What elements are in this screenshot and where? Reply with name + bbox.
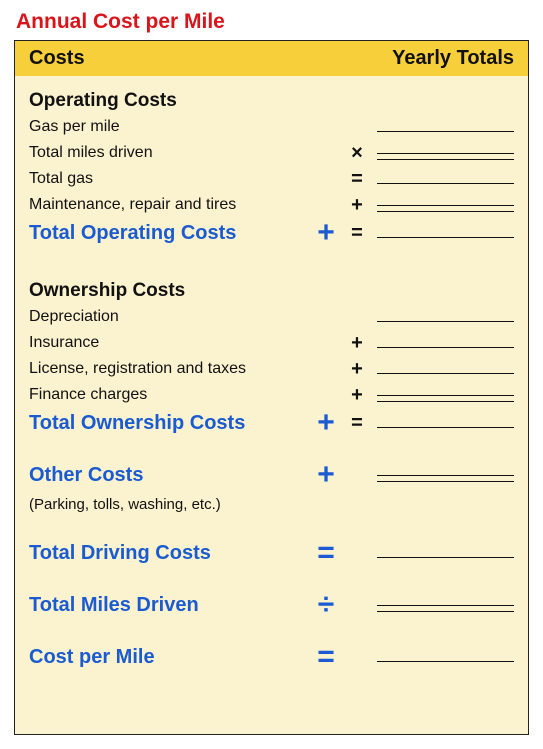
op-equals-operating: = — [343, 223, 371, 243]
row-other-note: (Parking, tolls, washing, etc.) — [29, 490, 514, 516]
worksheet-panel: Costs Yearly Totals Operating Costs Gas … — [14, 40, 529, 735]
blank-other — [371, 468, 514, 482]
blank-license — [371, 364, 514, 374]
row-total-gas: Total gas = — [29, 166, 514, 192]
table-header: Costs Yearly Totals — [15, 41, 528, 76]
row-maintenance: Maintenance, repair and tires + — [29, 192, 514, 218]
row-total-driving: Total Driving Costs = — [29, 538, 514, 568]
op-plus-ins: + — [343, 333, 371, 353]
label-total-gas: Total gas — [29, 170, 309, 188]
label-total-operating: Total Operating Costs — [29, 222, 309, 245]
row-gas-per-mile: Gas per mile — [29, 114, 514, 140]
blank-insurance — [371, 338, 514, 348]
label-depreciation: Depreciation — [29, 308, 309, 326]
label-finance: Finance charges — [29, 386, 309, 404]
label-other-note: (Parking, tolls, washing, etc.) — [29, 496, 309, 513]
op-equals-big-driving: = — [309, 538, 343, 568]
label-maintenance: Maintenance, repair and tires — [29, 196, 309, 214]
blank-total-operating — [371, 228, 514, 238]
label-license: License, registration and taxes — [29, 360, 309, 378]
blank-total-driving — [371, 548, 514, 558]
row-cost-per-mile: Cost per Mile = — [29, 642, 514, 672]
blank-total-ownership — [371, 418, 514, 428]
op-plus-maint: + — [343, 195, 371, 215]
op-plus-lic: + — [343, 359, 371, 379]
worksheet-body: Operating Costs Gas per mile Total miles… — [15, 76, 528, 682]
op-plus-big-ownership: + — [309, 408, 343, 438]
blank-gas-per-mile — [371, 122, 514, 132]
blank-total-gas — [371, 174, 514, 184]
op-plus-fin: + — [343, 385, 371, 405]
op-equals-gas: = — [343, 169, 371, 189]
row-total-operating: Total Operating Costs + = — [29, 218, 514, 248]
operating-heading: Operating Costs — [29, 90, 514, 112]
blank-maintenance — [371, 198, 514, 212]
row-depreciation: Depreciation — [29, 304, 514, 330]
row-total-miles: Total miles driven × — [29, 140, 514, 166]
op-multiply: × — [343, 143, 371, 163]
header-right: Yearly Totals — [392, 47, 514, 70]
blank-cost-per-mile — [371, 652, 514, 662]
op-plus-big-other: + — [309, 460, 343, 490]
blank-depreciation — [371, 312, 514, 322]
op-equals-big-cpm: = — [309, 642, 343, 672]
label-other: Other Costs — [29, 464, 309, 487]
row-license: License, registration and taxes + — [29, 356, 514, 382]
label-total-miles: Total miles driven — [29, 144, 309, 162]
label-total-driving: Total Driving Costs — [29, 542, 309, 565]
op-divide-big: ÷ — [309, 590, 343, 620]
blank-total-miles-driven — [371, 598, 514, 612]
row-finance: Finance charges + — [29, 382, 514, 408]
blank-finance — [371, 388, 514, 402]
label-total-ownership: Total Ownership Costs — [29, 412, 309, 435]
op-plus-big-operating: + — [309, 218, 343, 248]
row-other: Other Costs + — [29, 460, 514, 490]
ownership-heading: Ownership Costs — [29, 280, 514, 302]
page-title: Annual Cost per Mile — [16, 10, 529, 34]
label-cost-per-mile: Cost per Mile — [29, 646, 309, 669]
blank-total-miles — [371, 146, 514, 160]
label-gas-per-mile: Gas per mile — [29, 118, 309, 136]
op-equals-ownership: = — [343, 413, 371, 433]
row-total-miles-driven: Total Miles Driven ÷ — [29, 590, 514, 620]
label-insurance: Insurance — [29, 334, 309, 352]
row-insurance: Insurance + — [29, 330, 514, 356]
label-total-miles-driven: Total Miles Driven — [29, 594, 309, 617]
header-left: Costs — [29, 47, 85, 70]
row-total-ownership: Total Ownership Costs + = — [29, 408, 514, 438]
